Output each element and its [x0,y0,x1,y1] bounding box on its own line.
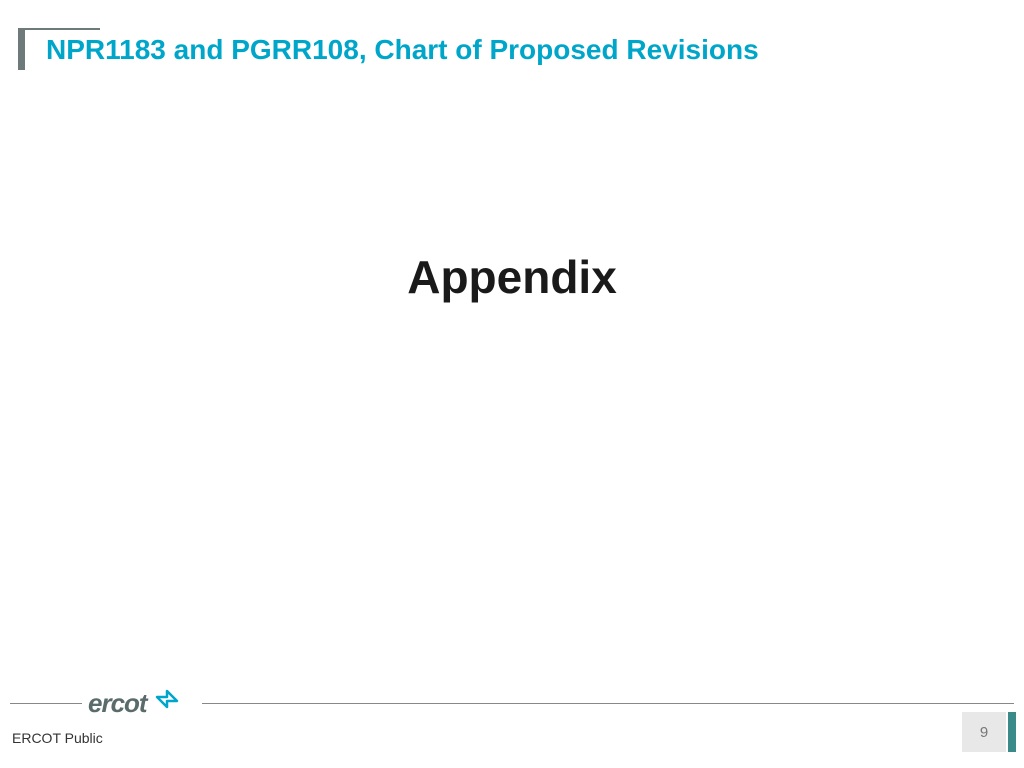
logo-text: ercot [88,688,147,719]
title-left-bar [18,28,25,70]
ercot-logo: ercot [88,687,181,720]
slide-title: NPR1183 and PGRR108, Chart of Proposed R… [46,34,759,66]
page-number-value: 9 [980,724,988,741]
title-top-line [18,28,100,30]
page-number: 9 [962,712,1006,752]
main-heading: Appendix [0,250,1024,304]
footer-accent-bar [1008,712,1016,752]
footer-classification-label: ERCOT Public [12,730,103,746]
logo-mark-icon [153,687,181,720]
